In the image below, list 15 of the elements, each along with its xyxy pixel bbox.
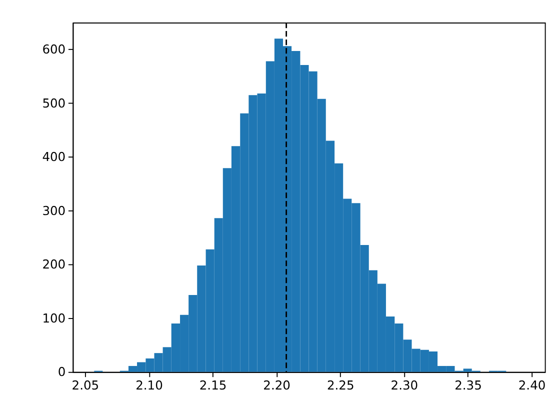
y-tick-label: 600 [42,42,66,57]
x-tick-label: 2.40 [518,378,546,392]
y-tick-label: 0 [58,365,66,380]
y-tick-label: 500 [42,96,66,110]
x-tick-label: 2.15 [199,378,227,392]
x-tick-label: 2.35 [454,378,482,392]
x-tick-label: 2.20 [263,378,290,392]
y-tick-label: 200 [42,258,66,272]
x-tick-label: 2.30 [390,378,418,392]
y-tick-label: 300 [42,204,66,218]
y-tick-label: 100 [42,311,66,326]
x-tick-label: 2.25 [326,378,354,392]
x-tick-label: 2.05 [72,378,100,392]
x-tick-label: 2.10 [136,378,163,392]
y-tick-label: 400 [42,150,66,164]
